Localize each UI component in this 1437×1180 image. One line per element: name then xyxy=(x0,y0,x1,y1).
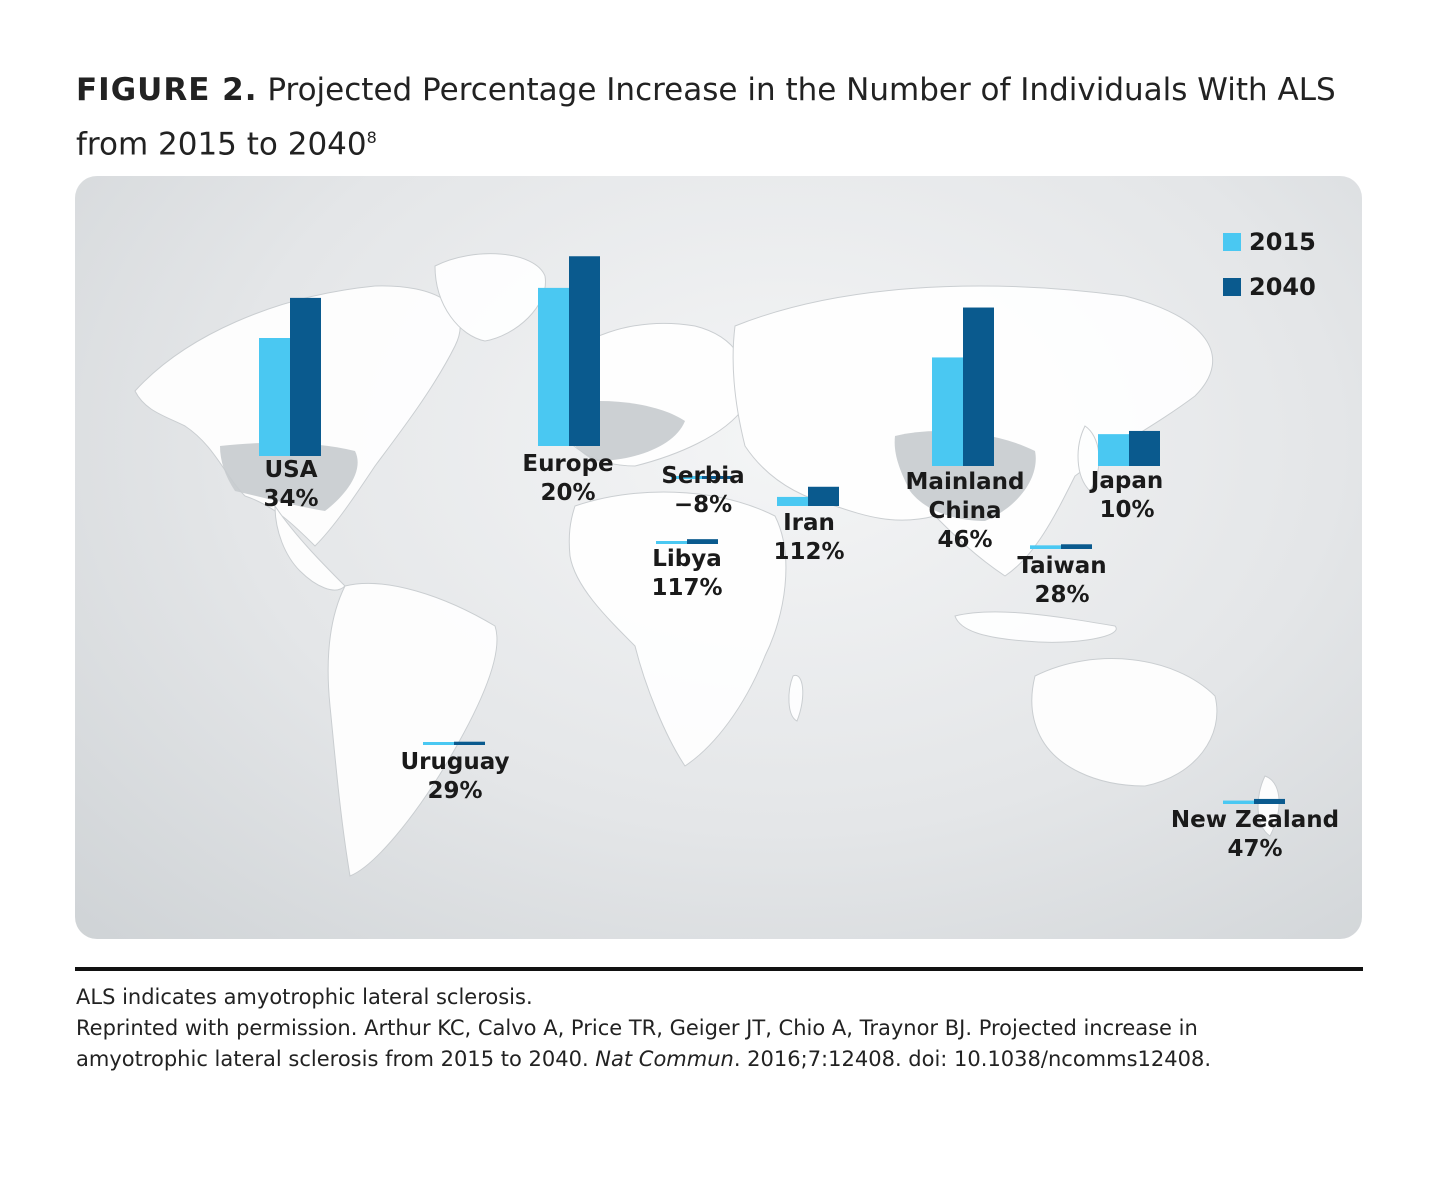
region-change-libya: 117% xyxy=(651,575,723,601)
legend-item-2040: 2040 xyxy=(1223,264,1316,309)
region-name-usa: USA xyxy=(264,457,318,483)
region-label-serbia: Serbia −8% xyxy=(661,462,744,520)
bar-2015-new-zealand xyxy=(1223,800,1254,804)
region-name-japan: Japan xyxy=(1090,468,1164,494)
figure-reference: 8 xyxy=(366,128,377,147)
region-change-europe: 20% xyxy=(540,480,596,506)
africa-shape xyxy=(568,491,787,767)
bar-layer xyxy=(259,256,1285,804)
region-label-europe: Europe 20% xyxy=(522,450,613,508)
bar-2040-japan xyxy=(1129,430,1160,466)
legend-swatch-2040 xyxy=(1223,277,1241,296)
region-change-iran: 112% xyxy=(773,539,845,565)
region-label-new-zealand: New Zealand 47% xyxy=(1171,806,1339,864)
world-map xyxy=(134,253,1285,877)
region-label-uruguay: Uruguay 29% xyxy=(400,748,509,806)
region-change-japan: 10% xyxy=(1099,497,1155,523)
region-label-mainland-china: Mainland China 46% xyxy=(906,468,1025,555)
bar-2040-usa xyxy=(290,297,321,456)
bar-2040-mainland-china xyxy=(963,307,994,466)
bar-2015-europe xyxy=(538,287,569,446)
region-label-iran: Iran 112% xyxy=(773,509,844,567)
region-label-japan: Japan 10% xyxy=(1091,467,1163,525)
region-change-serbia: −8% xyxy=(673,492,733,518)
legend-label-2015: 2015 xyxy=(1249,227,1316,256)
figure-title-text: Projected Percentage Increase in the Num… xyxy=(76,72,1336,163)
reprint-doi: . 2016;7:12408. doi: 10.1038/ncomms12408… xyxy=(733,1047,1212,1071)
bar-2015-libya xyxy=(656,541,687,544)
bar-2015-uruguay xyxy=(423,742,454,745)
indonesia-shape xyxy=(954,611,1117,643)
reprint-note: Reprinted with permission. Arthur KC, Ca… xyxy=(76,1013,1326,1075)
madagascar-shape xyxy=(788,674,804,722)
legend-item-2015: 2015 xyxy=(1223,219,1316,264)
bar-2040-libya xyxy=(687,539,718,544)
region-change-usa: 34% xyxy=(263,486,319,512)
legend-label-2040: 2040 xyxy=(1249,272,1316,301)
legend: 2015 2040 xyxy=(1223,219,1316,309)
region-change-new-zealand: 47% xyxy=(1227,836,1283,862)
region-change-uruguay: 29% xyxy=(427,778,483,804)
region-name-libya: Libya xyxy=(652,546,722,572)
bar-2040-new-zealand xyxy=(1254,798,1285,804)
bar-2015-taiwan xyxy=(1030,545,1061,549)
south-america-shape xyxy=(327,582,498,877)
region-name-new-zealand: New Zealand xyxy=(1170,807,1340,833)
region-change-taiwan: 28% xyxy=(1034,582,1090,608)
bar-2040-taiwan xyxy=(1061,544,1092,549)
bar-2015-mainland-china xyxy=(932,357,963,466)
bar-2040-uruguay xyxy=(454,741,485,745)
figure-label: FIGURE 2. xyxy=(76,72,258,108)
central-america-shape xyxy=(274,504,346,591)
region-label-taiwan: Taiwan 28% xyxy=(1017,552,1106,610)
japan-shape xyxy=(1077,425,1100,492)
region-name-serbia: Serbia xyxy=(661,463,745,489)
footnotes: ALS indicates amyotrophic lateral sclero… xyxy=(76,982,1326,1075)
bar-2040-europe xyxy=(569,256,600,446)
bar-2015-serbia xyxy=(671,476,702,479)
reprint-text: Reprinted with permission. Arthur KC, Ca… xyxy=(76,1016,1198,1071)
divider-rule xyxy=(75,967,1363,971)
journal-name: Nat Commun xyxy=(595,1047,734,1071)
bar-2015-iran xyxy=(777,496,808,506)
region-name-mainland-china-1: China xyxy=(928,498,1002,524)
china-region xyxy=(894,431,1036,521)
region-label-libya: Libya 117% xyxy=(651,545,722,603)
region-name-mainland-china-0: Mainland xyxy=(905,469,1025,495)
region-change-mainland-china: 46% xyxy=(937,527,993,553)
legend-swatch-2015 xyxy=(1223,232,1241,251)
region-name-iran: Iran xyxy=(783,510,835,536)
new-zealand-shape xyxy=(1257,775,1280,837)
figure-title: FIGURE 2. Projected Percentage Increase … xyxy=(76,66,1376,168)
bar-2015-usa xyxy=(259,338,290,456)
bar-2040-iran xyxy=(808,486,839,506)
bar-2040-serbia xyxy=(702,476,733,479)
usa-region xyxy=(220,442,358,511)
region-name-uruguay: Uruguay xyxy=(400,749,510,775)
region-label-usa: USA 34% xyxy=(263,456,318,514)
bar-2015-japan xyxy=(1098,434,1129,466)
greenland-shape xyxy=(434,253,546,342)
australia-shape xyxy=(1031,658,1218,787)
region-name-europe: Europe xyxy=(522,451,614,477)
region-name-taiwan: Taiwan xyxy=(1017,553,1107,579)
map-panel: USA 34% Europe 20% Serbia −8% Libya 117% Iran 112… xyxy=(75,176,1362,939)
abbreviation-note: ALS indicates amyotrophic lateral sclero… xyxy=(76,985,533,1009)
